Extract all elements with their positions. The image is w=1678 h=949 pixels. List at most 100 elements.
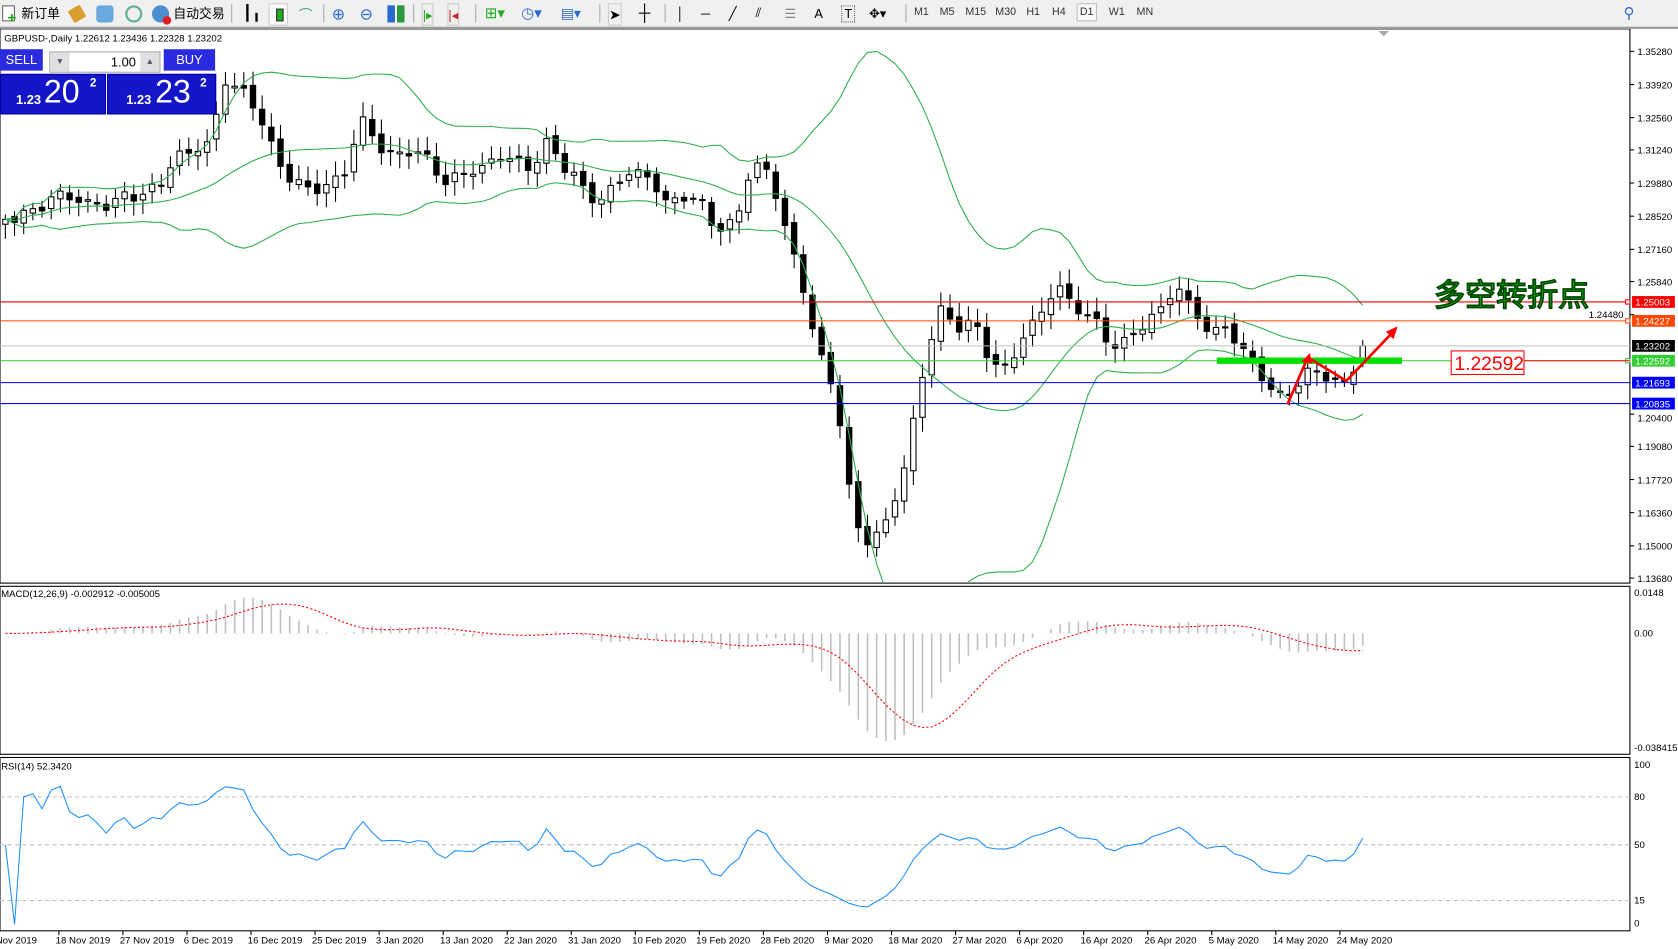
candle-body — [405, 153, 413, 157]
candle-body — [790, 222, 798, 255]
candle-body — [882, 519, 890, 534]
auto-trading-label: 自动交易 — [173, 6, 225, 22]
candle — [1029, 305, 1036, 347]
templates-button[interactable]: ▤▾ — [561, 3, 581, 23]
candle — [1038, 297, 1045, 336]
timeframe-m1[interactable]: M1 — [913, 6, 929, 19]
price-axis-label: 1.16360 — [1637, 508, 1672, 519]
sell-button[interactable]: SELL — [0, 49, 43, 71]
candle-body — [1075, 300, 1082, 315]
periods-button[interactable]: ◷▾ — [521, 3, 542, 23]
toolbar-separator — [413, 4, 415, 23]
candle — [258, 95, 266, 140]
candle — [286, 150, 293, 192]
crosshair-button[interactable]: ┼ — [639, 3, 650, 23]
candle-body — [855, 481, 862, 529]
candle — [809, 285, 816, 338]
price-level-label: 1.21693 — [1635, 378, 1670, 389]
timeframe-w1[interactable]: W1 — [1108, 6, 1125, 19]
candle-body — [625, 174, 633, 181]
horizontal-line-button[interactable]: ─ — [701, 3, 710, 23]
candle-body — [1267, 377, 1275, 390]
trendline-button[interactable]: ╱ — [729, 3, 737, 23]
timeframe-m5[interactable]: M5 — [939, 6, 955, 19]
signals-icon — [125, 4, 143, 22]
reversal-point-annotation: 多空转折点 — [1434, 278, 1589, 314]
date-axis-label: 27 Nov 2019 — [120, 936, 175, 947]
candlestick-button[interactable] — [268, 3, 288, 26]
vertical-line-button[interactable]: │ — [676, 3, 684, 23]
candle — [790, 213, 798, 269]
decrease-lot-button[interactable]: ▼ — [50, 52, 70, 72]
candle-body — [1148, 313, 1156, 334]
timeframe-mn[interactable]: MN — [1136, 6, 1154, 19]
price-level-label: 1.24227 — [1635, 317, 1670, 328]
timeframe-m30[interactable]: M30 — [995, 6, 1017, 19]
cursor-button[interactable]: ➤ — [607, 3, 622, 26]
search-button[interactable]: ⚲ — [1623, 3, 1634, 23]
market-watch-button[interactable] — [96, 3, 114, 23]
candle — [222, 71, 229, 123]
candle — [387, 136, 394, 166]
zoom-in-button[interactable]: ⊕ — [332, 3, 345, 23]
date-axis-label: 22 Jan 2020 — [504, 936, 557, 947]
timeframe-m15[interactable]: M15 — [965, 6, 987, 19]
candle-body — [304, 180, 312, 188]
line-chart-icon: ⌒ — [298, 6, 313, 23]
fibonacci-fan-button[interactable]: ⫽ — [756, 3, 762, 23]
zoom-out-button[interactable]: ⊖ — [360, 3, 373, 23]
price-axis-label: 1.19080 — [1637, 442, 1672, 453]
timeframe-h1[interactable]: H1 — [1026, 6, 1041, 19]
trendline-icon: ╱ — [728, 5, 737, 21]
candle — [1130, 319, 1137, 346]
date-axis-label: 14 May 2020 — [1273, 936, 1329, 947]
timeframe-h4[interactable]: H4 — [1052, 6, 1066, 19]
text-label-button[interactable]: T — [841, 3, 856, 23]
candle — [112, 188, 119, 218]
price-axis-label: 1.33920 — [1637, 80, 1672, 91]
candle-body — [1066, 283, 1073, 299]
autoscroll-button[interactable]: |◂ — [447, 3, 460, 26]
increase-lot-button[interactable]: ▲ — [140, 52, 160, 72]
sell-price[interactable]: 1.23 20 2 — [0, 73, 106, 115]
macd-histogram — [13, 597, 1364, 741]
candle — [781, 189, 789, 240]
buy-price-big: 23 — [155, 74, 191, 111]
price-axis-label: 1.35280 — [1637, 47, 1672, 58]
candle-body — [433, 156, 440, 176]
bar-chart-button[interactable]: ┃╻ — [243, 3, 261, 23]
price-axis-label: 1.27160 — [1637, 245, 1672, 256]
candle-body — [57, 190, 64, 200]
chart-shift-button[interactable]: |▸ — [421, 3, 434, 26]
price-axis-label: 1.20400 — [1637, 414, 1672, 425]
text-button[interactable]: A — [814, 3, 823, 23]
toolbar-separator — [323, 4, 325, 23]
crosshair-icon: ┼ — [638, 4, 651, 23]
buy-button[interactable]: BUY — [163, 49, 216, 71]
signals-button[interactable] — [125, 3, 143, 23]
candle — [763, 154, 770, 180]
indicators-button[interactable]: ⊞▾ — [485, 3, 505, 23]
timeframe-d1[interactable]: D1 — [1076, 3, 1097, 22]
candle-body — [1047, 298, 1055, 316]
candle — [433, 143, 440, 184]
candle-body — [534, 161, 541, 174]
candle — [66, 185, 73, 215]
auto-trading-button[interactable]: 自动交易 — [151, 3, 225, 25]
history-button[interactable] — [67, 3, 87, 23]
line-chart-button[interactable]: ⌒ — [299, 3, 313, 23]
fibonacci-retracement-button[interactable]: ☰ — [784, 3, 796, 23]
rsi-pane — [0, 756, 1631, 932]
candle-body — [396, 151, 403, 155]
new-order-button[interactable]: + 新订单 — [2, 3, 60, 25]
lot-size-field[interactable]: ▼ 1.00 ▲ — [49, 51, 161, 73]
candle-body — [268, 126, 275, 142]
arrows-button[interactable]: ✥▾ — [869, 3, 886, 23]
tile-windows-button[interactable] — [387, 3, 405, 23]
arrows-icon: ✥▾ — [869, 5, 887, 21]
candle — [378, 119, 385, 165]
candle-body — [873, 531, 880, 549]
buy-price[interactable]: 1.23 23 2 — [107, 73, 217, 115]
history-icon — [67, 4, 87, 23]
